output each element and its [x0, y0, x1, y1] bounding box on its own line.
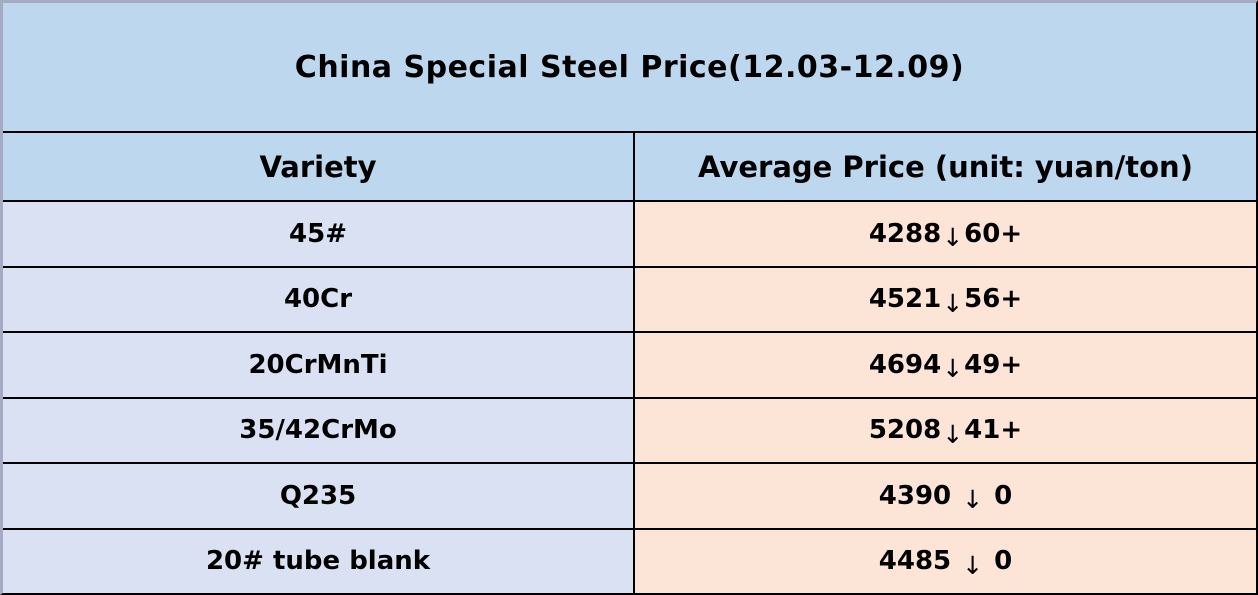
price-value: 5208 [868, 415, 942, 446]
price-cell: 4288 ↓ 60+ [635, 200, 1256, 266]
down-arrow-icon: ↓ [942, 223, 964, 253]
variety-cell: Q235 [3, 462, 635, 528]
variety-cell: 20# tube blank [3, 527, 635, 593]
price-cell: 4694 ↓ 49+ [635, 331, 1256, 397]
price-change: 0 [994, 480, 1013, 511]
price-cell: 4521 ↓ 56+ [635, 265, 1256, 331]
price-change: 0 [994, 546, 1013, 577]
variety-cell: 45# [3, 200, 635, 266]
variety-cell: 40Cr [3, 265, 635, 331]
page-title: China Special Steel Price(12.03-12.09) [3, 3, 1256, 131]
down-arrow-icon: ↓ [942, 288, 964, 318]
price-value: 4485 [878, 546, 952, 577]
column-header-variety: Variety [3, 131, 635, 200]
price-grid: Variety Average Price (unit: yuan/ton) 4… [3, 131, 1256, 593]
variety-cell: 20CrMnTi [3, 331, 635, 397]
price-value: 4694 [868, 349, 942, 380]
price-cell: 4390 ↓ 0 [635, 462, 1256, 528]
price-change: 49+ [964, 349, 1023, 380]
variety-cell: 35/42CrMo [3, 396, 635, 462]
price-change: 41+ [964, 415, 1023, 446]
price-change: 56+ [964, 284, 1023, 315]
price-value: 4390 [878, 480, 952, 511]
price-value: 4288 [868, 218, 942, 249]
down-arrow-icon: ↓ [962, 550, 984, 580]
price-cell: 5208 ↓ 41+ [635, 396, 1256, 462]
down-arrow-icon: ↓ [962, 485, 984, 515]
down-arrow-icon: ↓ [942, 419, 964, 449]
price-value: 4521 [868, 284, 942, 315]
price-cell: 4485 ↓ 0 [635, 527, 1256, 593]
column-header-average-price: Average Price (unit: yuan/ton) [635, 131, 1256, 200]
price-change: 60+ [964, 218, 1023, 249]
down-arrow-icon: ↓ [942, 354, 964, 384]
